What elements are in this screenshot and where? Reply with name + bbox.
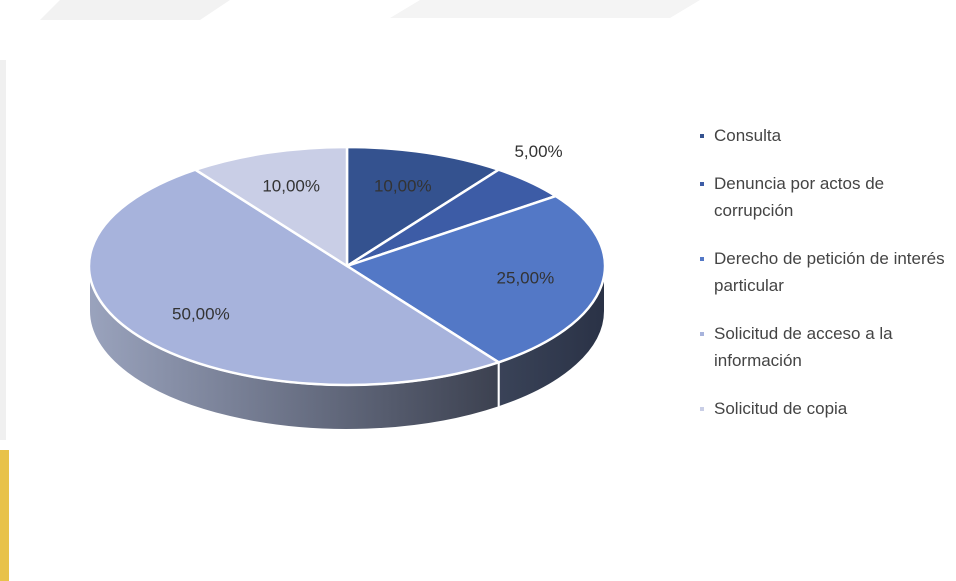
legend-item: Solicitud de copia bbox=[700, 395, 950, 422]
pie-slice bbox=[192, 145, 349, 269]
decor bbox=[390, 0, 700, 18]
legend-label: Solicitud de acceso a la información bbox=[714, 324, 893, 370]
legend-label: Derecho de petición de interés particula… bbox=[714, 249, 945, 295]
legend-label: Consulta bbox=[714, 126, 782, 145]
legend-label: Denuncia por actos de corrupción bbox=[714, 174, 885, 220]
legend: Consulta Denuncia por actos de corrupción… bbox=[700, 122, 950, 443]
legend-item: Derecho de petición de interés particula… bbox=[700, 245, 950, 299]
decor bbox=[0, 450, 9, 581]
data-label: 10,00% bbox=[262, 176, 320, 195]
legend-swatch bbox=[700, 332, 704, 336]
legend-swatch bbox=[700, 182, 704, 186]
pie-slice bbox=[87, 168, 502, 387]
legend-swatch bbox=[700, 257, 704, 261]
legend-item: Solicitud de acceso a la información bbox=[700, 320, 950, 374]
data-label: 10,00% bbox=[374, 176, 432, 195]
legend-swatch bbox=[700, 134, 704, 138]
legend-item: Denuncia por actos de corrupción bbox=[700, 170, 950, 224]
decor bbox=[40, 0, 230, 20]
pie-slice bbox=[344, 194, 607, 364]
data-label: 5,00% bbox=[514, 142, 562, 161]
pie-slice bbox=[345, 145, 502, 269]
legend-swatch bbox=[700, 407, 704, 411]
legend-item: Consulta bbox=[700, 122, 950, 149]
data-label: 50,00% bbox=[172, 304, 230, 323]
data-label: 25,00% bbox=[497, 269, 555, 288]
legend-label: Solicitud de copia bbox=[714, 399, 848, 418]
decor bbox=[0, 60, 6, 440]
